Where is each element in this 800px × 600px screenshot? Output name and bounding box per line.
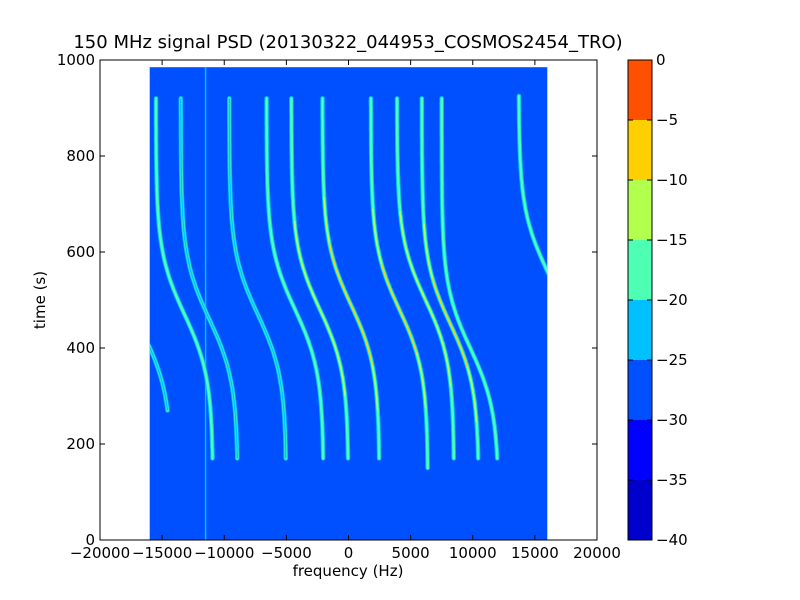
trace-1 [149, 341, 170, 413]
trace-0 [153, 96, 215, 461]
y-tick-label: 600 [66, 243, 95, 261]
trace-2 [178, 96, 240, 461]
colorbar-tick-label: −35 [656, 471, 688, 489]
colorbar-tick-label: −20 [656, 291, 688, 309]
colorbar-segment [628, 60, 652, 120]
trace-8 [394, 96, 457, 461]
colorbar-tick-label: −5 [656, 111, 678, 129]
trace-11 [516, 93, 548, 277]
x-tick-label: 10000 [449, 544, 497, 562]
x-tick-label: −15000 [132, 544, 192, 562]
x-tick-label: −5000 [261, 544, 312, 562]
colorbar-segment [628, 120, 652, 180]
x-tick-label: 0 [344, 544, 354, 562]
colorbar-segment [628, 420, 652, 480]
y-tick-label: 1000 [57, 51, 95, 69]
chart-title: 150 MHz signal PSD (20130322_044953_COSM… [73, 32, 622, 53]
trace-6 [320, 96, 382, 461]
plot-area: −20000 −15000 −10000 −5000 0 5000 10000 15000 20… [57, 51, 621, 562]
x-tick-label: 15000 [511, 544, 559, 562]
colorbar-segment [628, 360, 652, 420]
trace-9 [419, 96, 481, 461]
x-tick-label: −10000 [194, 544, 254, 562]
y-axis-label: time (s) [31, 271, 49, 329]
colorbar-segment [628, 180, 652, 240]
colorbar-tick-label: 0 [656, 51, 666, 69]
colorbar-tick-label: −10 [656, 171, 688, 189]
x-tick-label: 20000 [573, 544, 621, 562]
trace-5 [264, 96, 326, 461]
colorbar-tick-label: −40 [656, 531, 688, 549]
colorbar-segment [628, 300, 652, 360]
trace-4 [289, 96, 351, 461]
trace-3 [227, 96, 289, 461]
x-tick-label: −20000 [70, 544, 130, 562]
colorbar-segment [628, 240, 652, 300]
y-tick-label: 200 [66, 435, 95, 453]
colorbar-tick-label: −30 [656, 411, 688, 429]
x-axis-ticks: −20000 −15000 −10000 −5000 0 5000 10000 15000 20… [70, 60, 621, 562]
y-tick-label: 400 [66, 339, 95, 357]
trace-10 [439, 96, 500, 461]
y-tick-label: 0 [85, 531, 95, 549]
y-axis-ticks: 0 200 400 600 800 1000 [57, 51, 597, 549]
x-axis-label: frequency (Hz) [293, 562, 404, 580]
colorbar-segment [628, 480, 652, 540]
colorbar-tick-label: −15 [656, 231, 688, 249]
y-tick-label: 800 [66, 147, 95, 165]
colorbar-tick-label: −25 [656, 351, 688, 369]
signal-traces [149, 67, 548, 540]
colorbar: −40 −35 −30 −25 −20 −15 −10 −5 0 [627, 51, 688, 549]
x-tick-label: 5000 [392, 544, 430, 562]
trace-7 [368, 96, 430, 471]
